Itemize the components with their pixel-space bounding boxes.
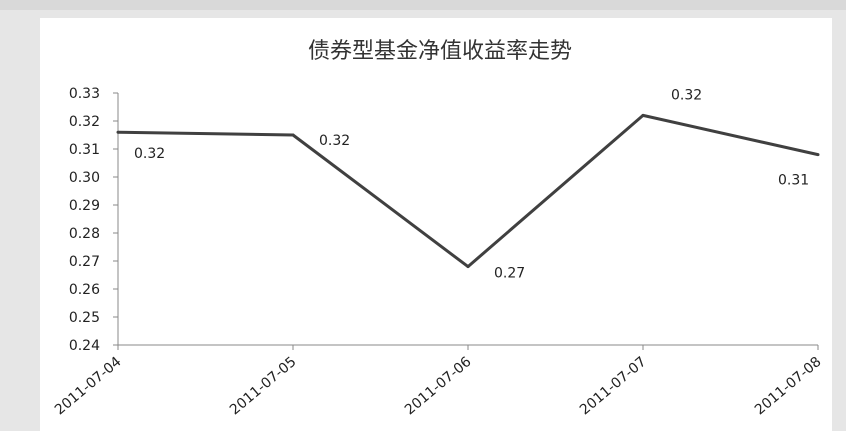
- y-tick-label: 0.31: [69, 142, 100, 158]
- x-tick-label: 2011-07-06: [402, 354, 475, 419]
- data-point: [116, 130, 120, 134]
- y-tick-label: 0.27: [69, 254, 100, 270]
- x-tick-label: 2011-07-05: [227, 354, 300, 419]
- series-line: [117, 113, 819, 269]
- top-strip: [0, 0, 846, 10]
- x-tick-label: 2011-07-04: [52, 354, 125, 419]
- x-tick-label: 2011-07-07: [577, 354, 650, 419]
- y-tick-label: 0.32: [69, 114, 100, 130]
- data-label: 0.31: [778, 173, 809, 189]
- x-tick-label: 2011-07-08: [752, 354, 825, 419]
- y-axis-ticks: 0.24 0.25 0.26 0.27 0.28 0.29 0.30 0.31 0.32 0.33: [69, 86, 118, 354]
- y-tick-label: 0.24: [69, 338, 100, 354]
- y-tick-label: 0.33: [69, 86, 100, 102]
- chart-panel: [40, 18, 832, 431]
- data-point: [641, 113, 645, 117]
- y-tick-label: 0.29: [69, 198, 100, 214]
- y-tick-label: 0.28: [69, 226, 100, 242]
- y-tick-label: 0.30: [69, 170, 100, 186]
- y-tick-label: 0.25: [69, 310, 100, 326]
- data-labels: 0.32 0.32 0.27 0.32 0.31: [134, 87, 809, 281]
- data-label: 0.32: [134, 146, 165, 162]
- data-point: [466, 265, 470, 269]
- chart-title: 债券型基金净值收益率走势: [308, 39, 572, 64]
- data-label: 0.27: [494, 266, 525, 282]
- data-point: [816, 153, 820, 157]
- data-label: 0.32: [671, 87, 702, 103]
- series-group: [116, 113, 820, 269]
- x-axis-ticks: 2011-07-04 2011-07-05 2011-07-06 2011-07-07…: [52, 345, 825, 418]
- data-point: [291, 133, 295, 137]
- data-label: 0.32: [319, 133, 350, 149]
- y-tick-label: 0.26: [69, 282, 100, 298]
